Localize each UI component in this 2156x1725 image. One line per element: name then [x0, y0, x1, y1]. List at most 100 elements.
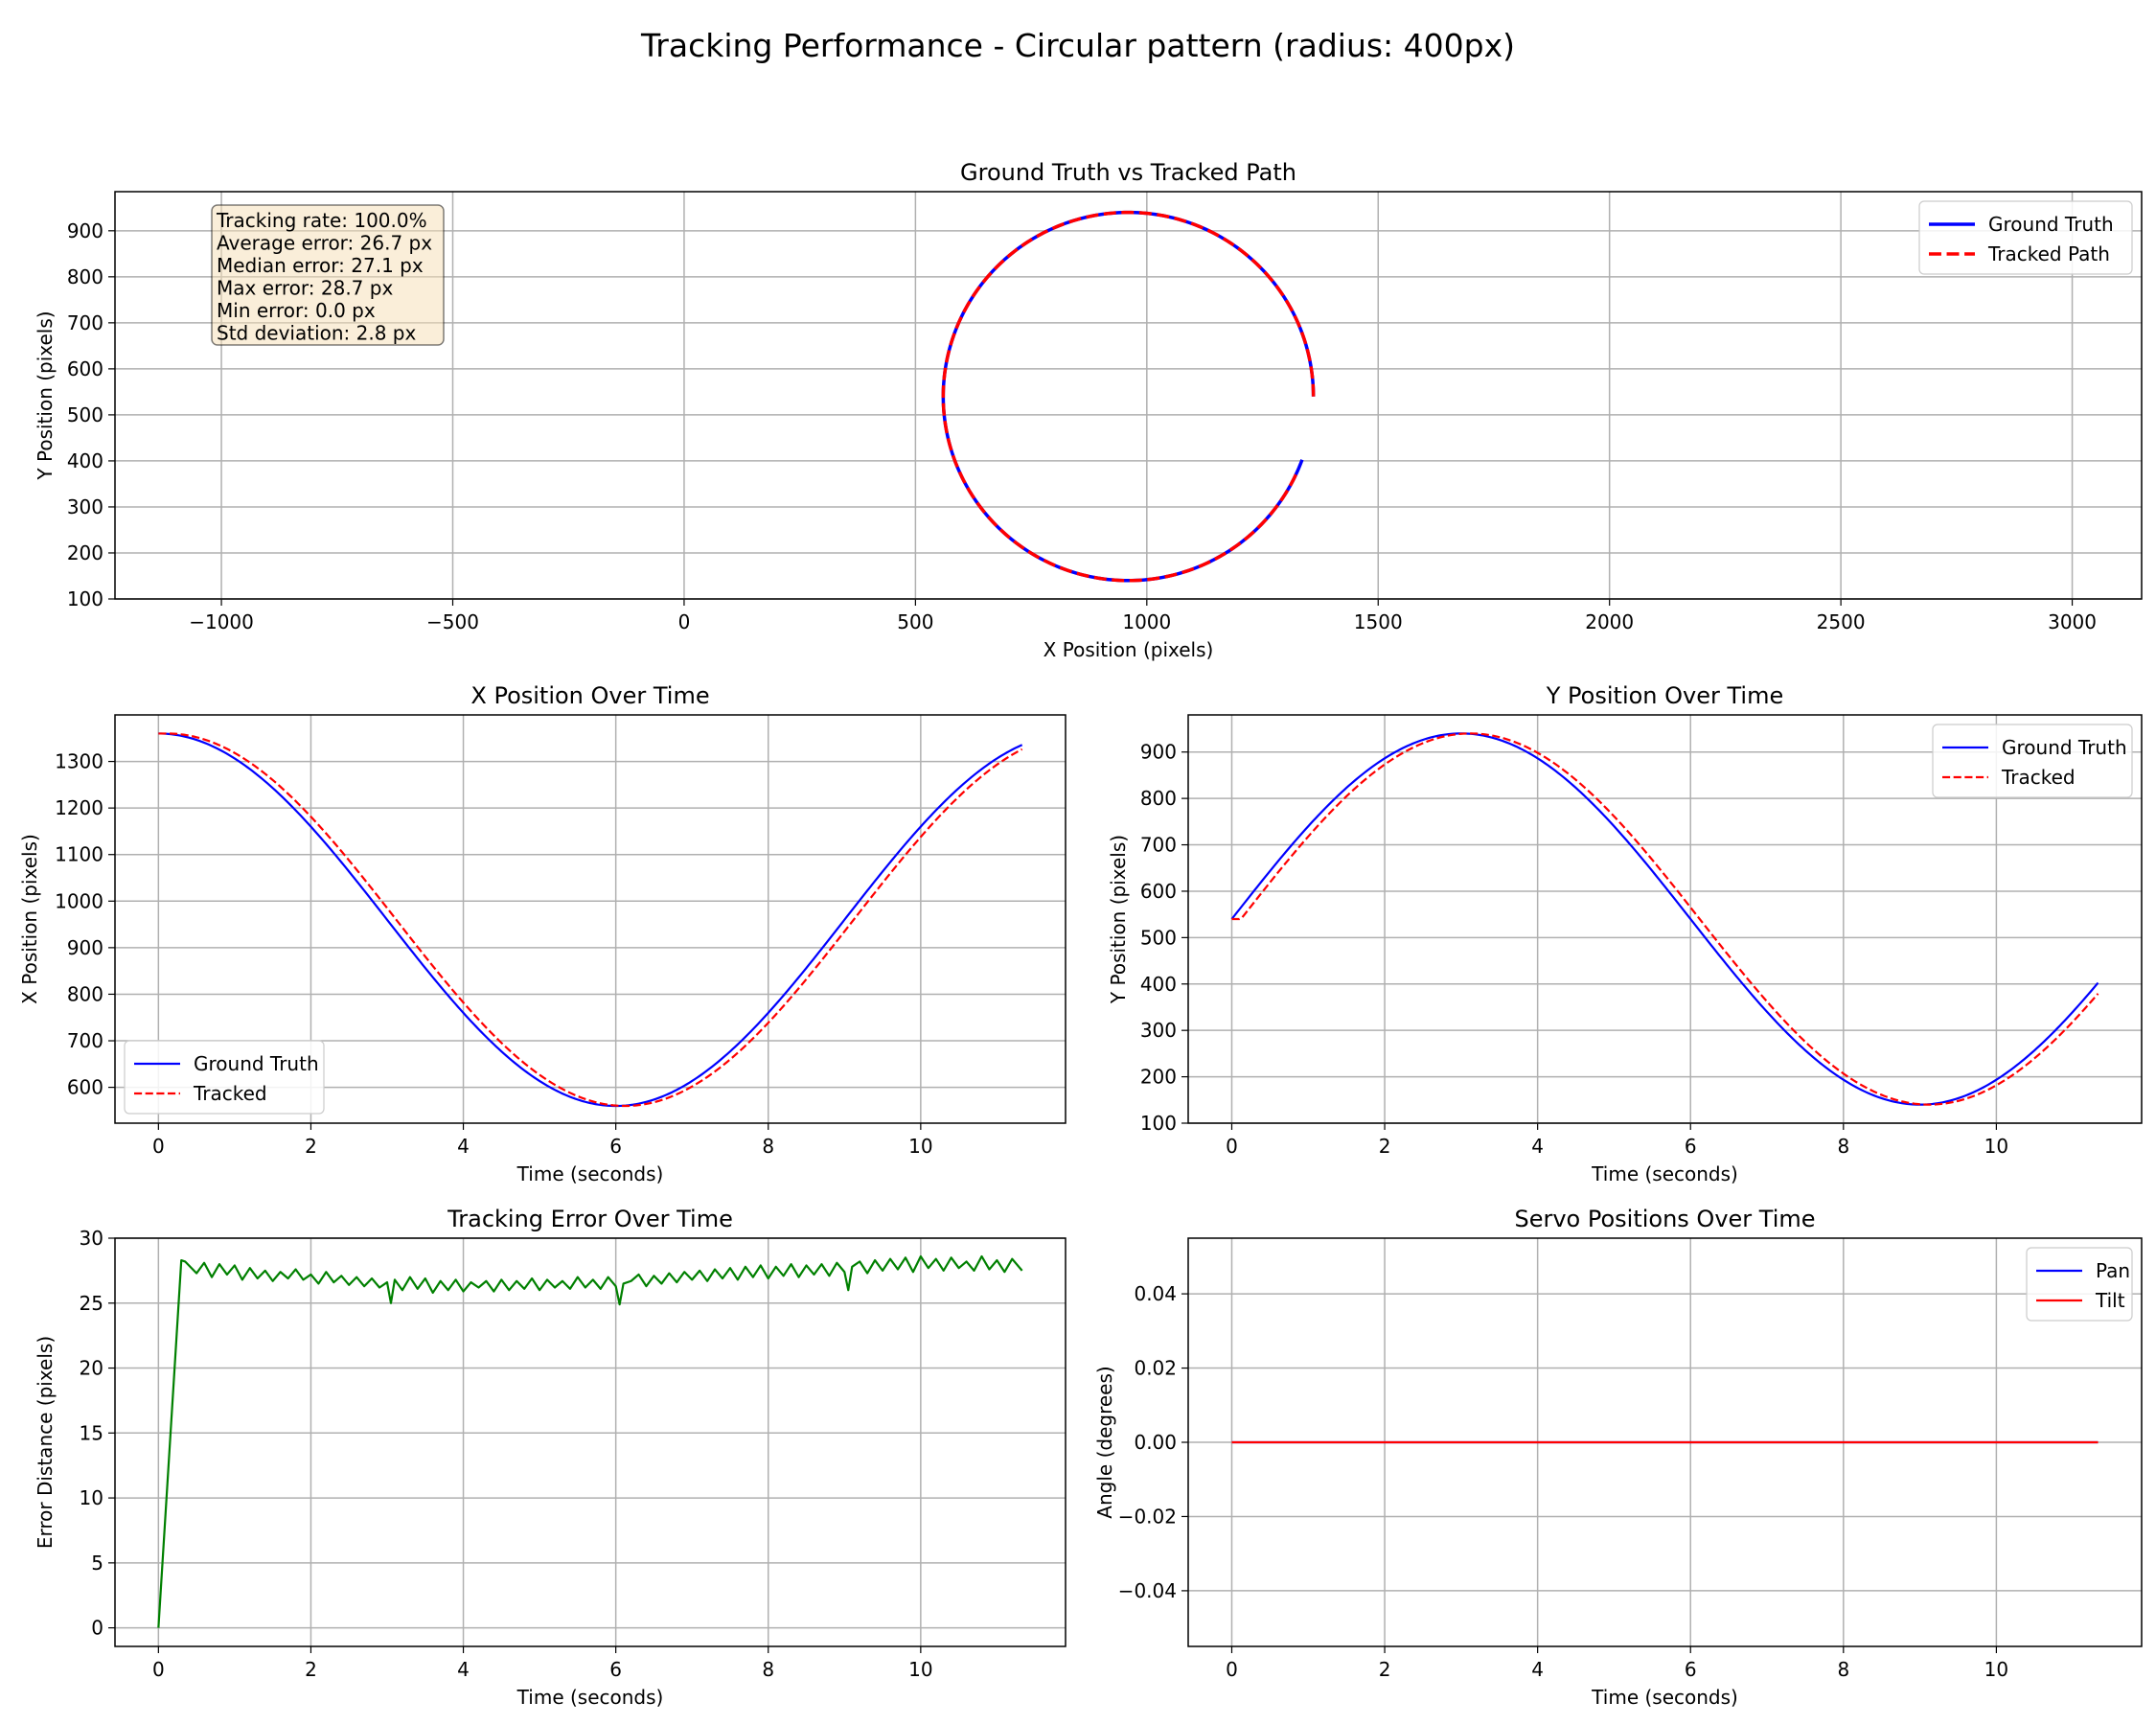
y-tick-label: 300 [1140, 1019, 1177, 1042]
legend: Ground Truth Tracked Path [1918, 200, 2133, 275]
y-tick-label: 900 [67, 219, 103, 242]
x-axis-label: Time (seconds) [1591, 1162, 1738, 1185]
x-tick-label: 8 [1837, 1135, 1849, 1158]
plot-frame [1187, 1237, 2143, 1647]
y-axis-label: Y Position (pixels) [34, 310, 57, 480]
x-tick-label: 2500 [1817, 610, 1866, 633]
y-tick-label: −0.02 [1118, 1505, 1177, 1528]
stats-line: Average error: 26.7 px [217, 232, 432, 255]
legend: Pan Tilt [2026, 1247, 2133, 1322]
x-tick-label: 2 [1379, 1658, 1391, 1681]
y-tick-label: 400 [67, 449, 103, 472]
y-tick-label: 20 [80, 1357, 103, 1380]
x-tick-label: 3000 [2048, 610, 2097, 633]
stats-line: Tracking rate: 100.0% [216, 209, 427, 232]
y-tick-label: 600 [67, 1076, 103, 1099]
series-tracked [158, 732, 1023, 1108]
series-error [157, 1254, 1023, 1628]
y-tick-label: 200 [67, 541, 103, 564]
y-tick-label: 1000 [55, 889, 103, 912]
legend-label: Ground Truth [1988, 213, 2114, 236]
chart-title: Y Position Over Time [1546, 682, 1783, 709]
plot-frame [114, 1237, 1067, 1647]
y-tick-label: 100 [1140, 1112, 1177, 1135]
chart-title: X Position Over Time [470, 682, 709, 709]
chart-servo: 0 2 4 6 8 10 −0.04 −0.02 0.00 0.02 0.04 Servo Posit… [1093, 1206, 2143, 1709]
chart-xpos: 0 2 4 6 8 10 600 700 800 900 1000 1100 1200 1300 X Pos… [18, 682, 1067, 1185]
x-tick-label: 2 [1379, 1135, 1391, 1158]
x-tick-label: 0 [1226, 1658, 1238, 1681]
legend-label: Tracked [193, 1082, 267, 1105]
stats-line: Min error: 0.0 px [217, 299, 376, 322]
x-tick-label: 2 [305, 1658, 317, 1681]
legend: Ground Truth Tracked [1932, 724, 2133, 798]
legend-label: Tilt [2095, 1289, 2125, 1312]
y-axis-label: Y Position (pixels) [1107, 835, 1130, 1004]
chart-title: Servo Positions Over Time [1514, 1206, 1815, 1232]
x-tick-label: −1000 [189, 610, 254, 633]
x-axis-label: X Position (pixels) [1044, 638, 1214, 661]
y-tick-label: 0 [91, 1617, 103, 1640]
series-ground-truth [1230, 732, 2099, 1106]
x-tick-label: 10 [908, 1658, 932, 1681]
y-tick-label: 900 [67, 936, 103, 959]
series-ground-truth [158, 732, 1023, 1108]
series-tracked [1231, 732, 2099, 1106]
legend-box [1918, 200, 2133, 275]
legend: Ground Truth Tracked [124, 1040, 325, 1115]
x-tick-label: 6 [1685, 1135, 1697, 1158]
y-tick-label: 1200 [55, 796, 103, 819]
plot-frame [1187, 714, 2143, 1124]
x-axis-label: Time (seconds) [516, 1162, 664, 1185]
y-tick-label: 200 [1140, 1066, 1177, 1089]
x-tick-label: 1000 [1122, 610, 1171, 633]
legend-label: Pan [2096, 1259, 2130, 1282]
y-tick-label: 900 [1140, 741, 1177, 764]
y-tick-label: 700 [67, 1029, 103, 1052]
legend-label: Ground Truth [2002, 736, 2127, 759]
x-tick-label: 10 [1984, 1135, 2008, 1158]
chart-ypos: 0 2 4 6 8 10 100 200 300 400 500 600 700 800 900 Y Posi… [1107, 682, 2143, 1185]
plot-area [157, 1254, 1023, 1628]
chart-title: Tracking Error Over Time [447, 1206, 733, 1232]
y-tick-label: 5 [91, 1552, 103, 1575]
y-tick-label: 15 [80, 1421, 103, 1444]
plot-area [1230, 732, 2099, 1106]
x-tick-label: 8 [762, 1658, 774, 1681]
x-tick-label: 4 [457, 1658, 470, 1681]
legend-box [1932, 724, 2133, 798]
x-tick-label: 2 [305, 1135, 317, 1158]
y-tick-label: 600 [67, 357, 103, 380]
x-tick-label: 8 [1837, 1658, 1849, 1681]
x-tick-label: 0 [152, 1658, 165, 1681]
y-tick-label: 0.00 [1134, 1431, 1177, 1454]
y-tick-label: 30 [80, 1227, 103, 1250]
legend-label: Ground Truth [194, 1052, 319, 1075]
plot-frame [114, 191, 2143, 600]
chart-error: 0 2 4 6 8 10 0 5 10 15 20 25 30 Tracking Error Over T… [34, 1206, 1067, 1709]
chart-title: Ground Truth vs Tracked Path [960, 159, 1296, 186]
x-tick-label: −500 [426, 610, 479, 633]
stats-line: Max error: 28.7 px [217, 277, 393, 300]
y-tick-label: 1100 [55, 843, 103, 866]
x-tick-label: 10 [1984, 1658, 2008, 1681]
y-axis-label: X Position (pixels) [18, 834, 41, 1004]
y-tick-label: 800 [1140, 787, 1177, 810]
y-tick-label: 1300 [55, 750, 103, 773]
x-tick-label: 4 [457, 1135, 470, 1158]
y-tick-label: 100 [67, 587, 103, 610]
x-tick-label: 4 [1531, 1135, 1544, 1158]
x-axis-label: Time (seconds) [516, 1686, 664, 1709]
x-tick-label: 6 [1685, 1658, 1697, 1681]
plot-area [158, 732, 1023, 1108]
y-tick-label: 800 [67, 265, 103, 288]
y-tick-label: 700 [1140, 834, 1177, 857]
x-tick-label: 8 [762, 1135, 774, 1158]
y-axis-label: Error Distance (pixels) [34, 1336, 57, 1549]
y-tick-label: 400 [1140, 973, 1177, 996]
y-tick-label: −0.04 [1118, 1579, 1177, 1602]
x-tick-label: 4 [1531, 1658, 1544, 1681]
legend-box [2026, 1247, 2133, 1322]
